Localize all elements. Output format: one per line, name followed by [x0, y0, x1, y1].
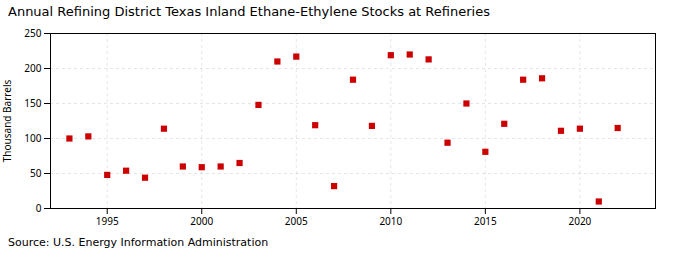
html-text:Annual Refining District Texas: Annual Refining District Texas Inland Et…	[8, 4, 490, 19]
svg-text:0: 0	[36, 201, 42, 215]
svg-text:2000: 2000	[190, 214, 213, 228]
svg-text:2015: 2015	[474, 214, 497, 228]
svg-text:Thousand Barrels: Thousand Barrels	[0, 80, 14, 163]
svg-text:2010: 2010	[379, 214, 402, 228]
svg-text:2020: 2020	[568, 214, 591, 228]
svg-text:100: 100	[24, 131, 41, 145]
html-text:Source: U.S. Energy Informatio: Source: U.S. Energy Information Administ…	[8, 236, 269, 249]
svg-text:50: 50	[30, 166, 42, 180]
svg-text:1995: 1995	[96, 214, 119, 228]
svg-text:2005: 2005	[285, 214, 308, 228]
svg-text:200: 200	[24, 61, 41, 75]
svg-text:150: 150	[24, 96, 41, 110]
svg-text:250: 250	[24, 26, 41, 40]
